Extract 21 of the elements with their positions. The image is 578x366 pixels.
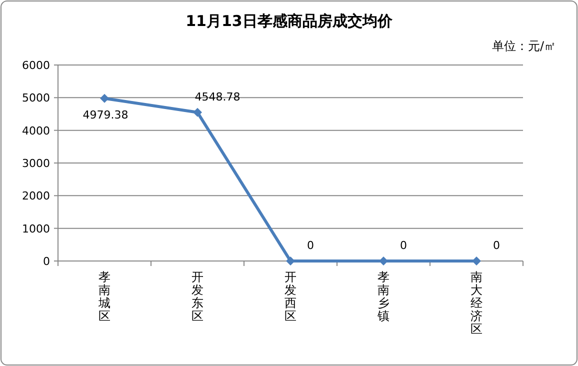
x-tick-label: 孝南城区 xyxy=(98,270,110,323)
data-label: 0 xyxy=(400,239,407,252)
point xyxy=(193,108,202,117)
x-tick-label: 南大经济区 xyxy=(470,270,482,336)
x-tick-label: 开发西区 xyxy=(284,270,296,323)
text: 单位：元/㎡ xyxy=(492,39,556,53)
y-tick-label: 4000 xyxy=(22,124,50,138)
x-tick-label: 开发东区 xyxy=(192,270,204,323)
y-tick-label: 6000 xyxy=(22,59,50,72)
data-label: 0 xyxy=(307,239,314,252)
y-tick-label: 5000 xyxy=(22,92,50,105)
point xyxy=(100,94,109,103)
y-tick-label: 1000 xyxy=(22,222,50,236)
data-label: 0 xyxy=(493,239,500,252)
y-tick-label: 2000 xyxy=(22,190,50,203)
data-label: 4979.38 xyxy=(82,108,128,122)
y-tick-label: 0 xyxy=(43,255,50,268)
chart-title: 11月13日孝感商品房成交均价 xyxy=(186,12,394,30)
data-label: 4548.78 xyxy=(194,90,240,104)
x-tick-label: 孝南乡镇 xyxy=(376,270,390,323)
y-tick-label: 3000 xyxy=(22,157,50,170)
